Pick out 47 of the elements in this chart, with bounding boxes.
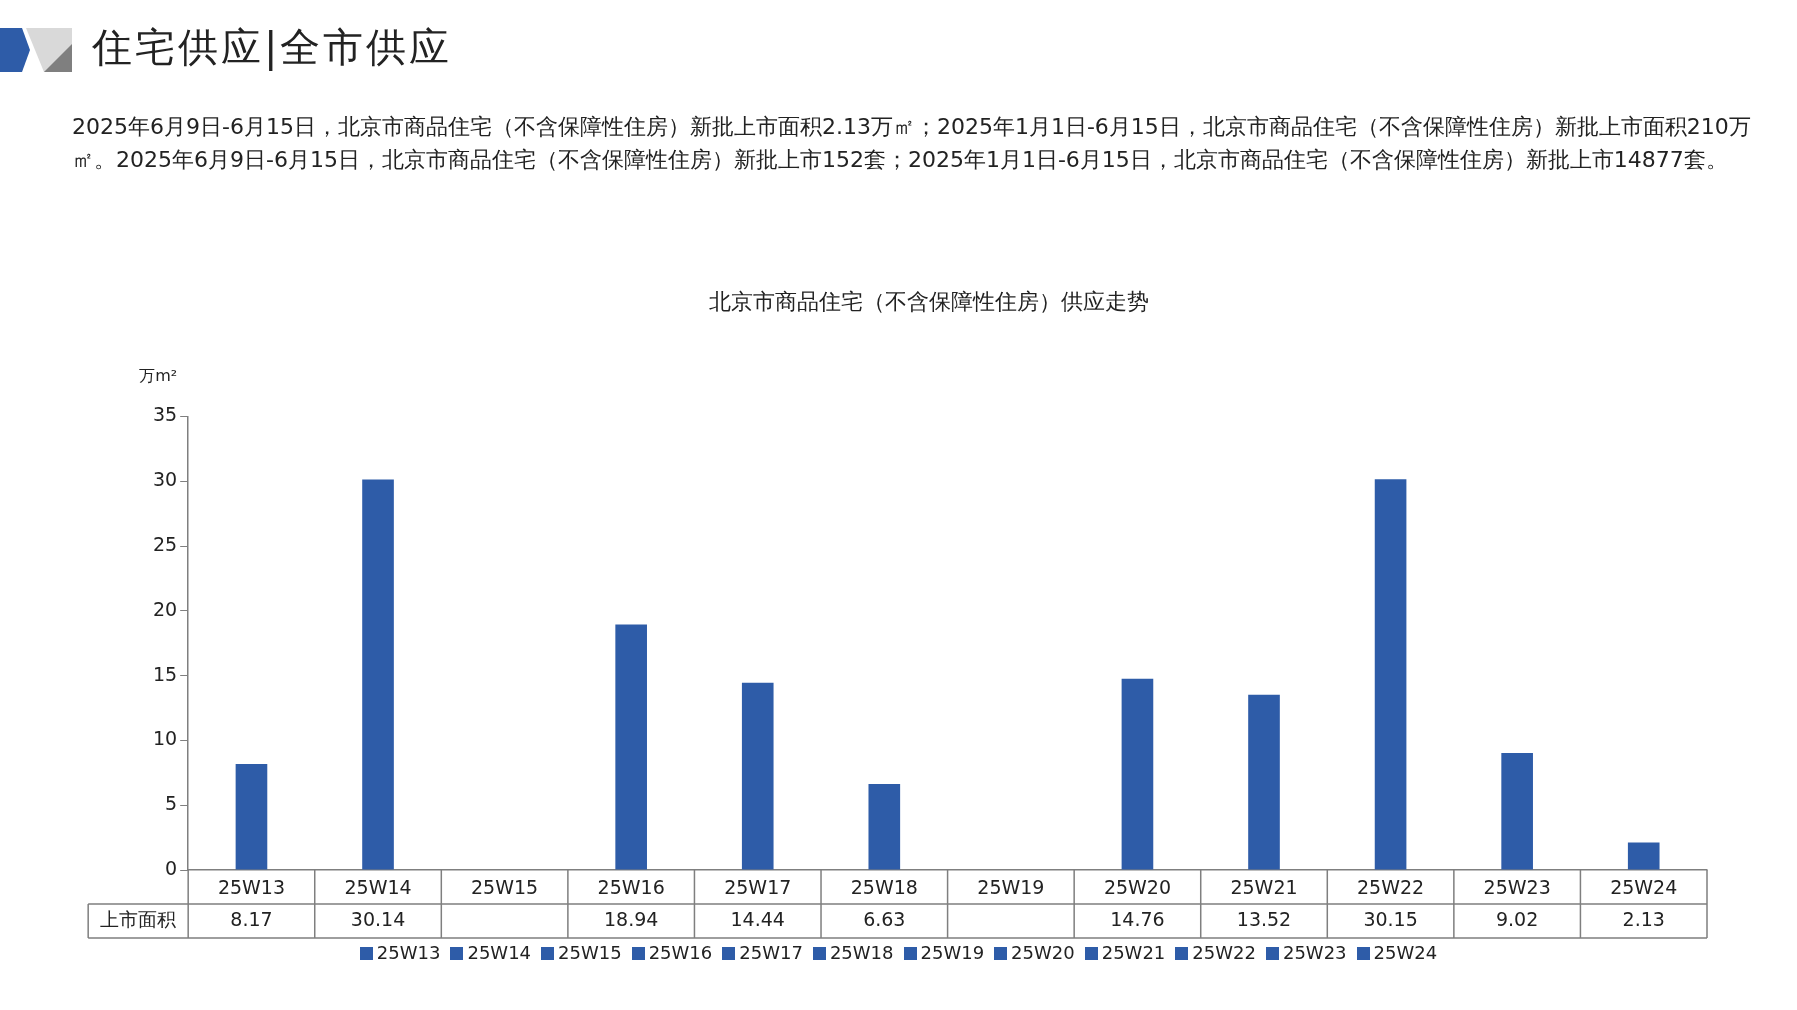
category-label: 25W17 <box>739 942 803 963</box>
category-label: 25W16 <box>648 942 713 963</box>
text: 住宅供应|全市供应 <box>92 23 453 73</box>
y-tick-label: 20 <box>152 597 178 620</box>
category-label: 25W18 <box>829 942 894 963</box>
chart-title: 北京市商品住宅（不含保障性住房）供应走势 <box>708 288 1149 314</box>
y-tick-label: 10 <box>152 727 178 750</box>
y-axis-title: 万m² <box>139 365 178 385</box>
category-label: 25W23 <box>1282 942 1347 963</box>
data-label: 6.63 <box>863 907 906 930</box>
y-tick-label: 30 <box>152 468 178 491</box>
category-label: 25W14 <box>467 942 532 963</box>
data-label: 9.02 <box>1495 907 1539 930</box>
category-label: 25W15 <box>558 942 622 963</box>
y-tick-label: 5 <box>165 792 178 815</box>
x-tick-label: 25W14 <box>344 876 412 899</box>
category-label: 25W24 <box>1373 942 1438 963</box>
data-label: 30.15 <box>1363 907 1418 930</box>
x-tick-label: 25W15 <box>471 876 539 899</box>
y-tick-label: 15 <box>152 662 178 685</box>
data-label: 2.13 <box>1622 907 1665 930</box>
data-label: 8.17 <box>230 907 273 930</box>
text: 上市面积 <box>100 907 177 930</box>
category-label: 25W13 <box>376 942 441 963</box>
data-label: 14.76 <box>1110 907 1165 930</box>
category-label: 25W20 <box>1011 942 1075 963</box>
x-tick-label: 25W24 <box>1610 876 1678 899</box>
x-tick-label: 25W17 <box>724 876 792 899</box>
x-tick-label: 25W18 <box>850 876 918 899</box>
y-tick-label: 35 <box>152 403 178 426</box>
data-label: 14.44 <box>730 907 785 930</box>
x-tick-label: 25W13 <box>217 876 286 899</box>
category-label: 25W21 <box>1101 942 1166 963</box>
x-tick-label: 25W16 <box>597 876 665 899</box>
x-tick-label: 25W19 <box>977 876 1045 899</box>
category-label: 25W19 <box>920 942 985 963</box>
x-tick-label: 25W22 <box>1357 876 1425 899</box>
data-label: 18.94 <box>603 907 659 930</box>
text: 2025年6月9日-6月15日，北京市商品住宅（不含保障性住房）新批上市面积2.13万㎡；2025年1月1日-6月15日，北京市商品住宅（不含保障性住房）新批上市面积210万㎡。2025年6月9日-6月15日，北京市商品住宅（不含保障性住房）新批上市152套；2025年1月1日-6月15日，北京市商品住宅（不含保障性住房）新批上市14877套。 <box>72 113 1752 174</box>
data-label: 30.14 <box>350 907 406 930</box>
category-label: 25W22 <box>1192 942 1256 963</box>
x-tick-label: 25W21 <box>1230 876 1298 899</box>
data-label: 13.52 <box>1236 907 1292 930</box>
y-tick-label: 25 <box>152 532 178 555</box>
x-tick-label: 25W20 <box>1103 876 1172 899</box>
y-tick-label: 0 <box>165 856 178 879</box>
x-tick-label: 25W23 <box>1483 876 1551 899</box>
